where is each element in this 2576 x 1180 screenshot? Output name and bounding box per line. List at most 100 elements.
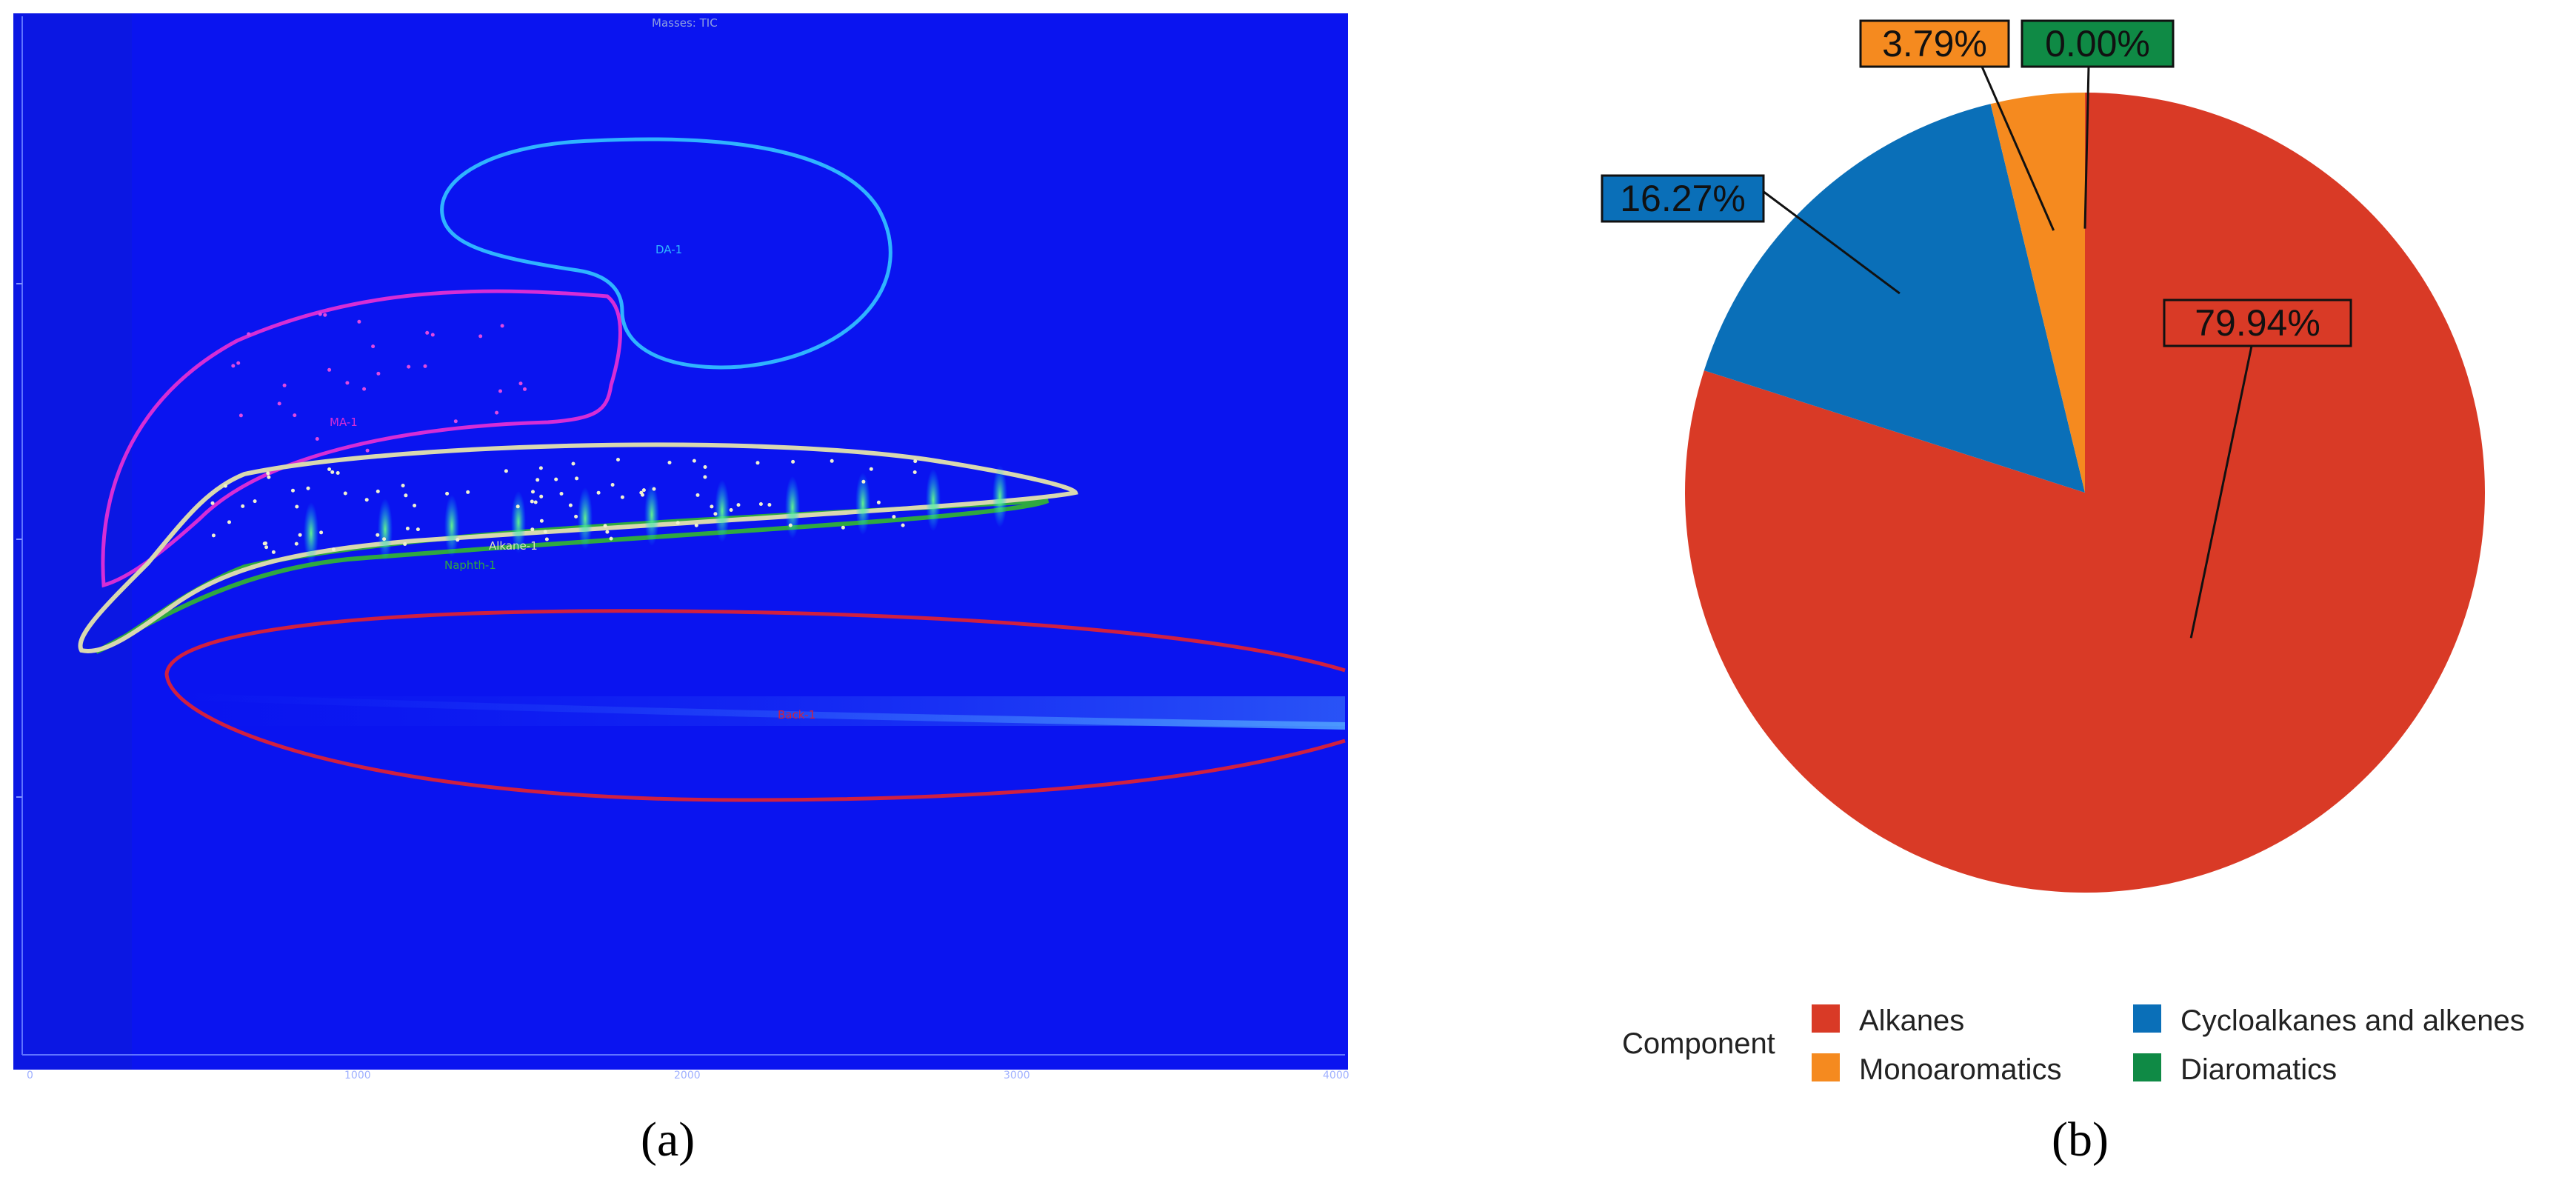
chromatogram-spot xyxy=(295,504,299,509)
leader-line-cycloalkanes-and-alkenes xyxy=(1762,190,1901,295)
chromatogram-spot xyxy=(365,448,370,453)
x-tick-label: 2000 xyxy=(674,1070,701,1081)
chromatogram-spot xyxy=(345,381,350,385)
chromatogram-spot xyxy=(430,333,435,337)
chromatogram-spot xyxy=(453,419,458,424)
chromatogram-spot xyxy=(755,461,760,465)
x-tick-label: 1000 xyxy=(344,1070,371,1081)
chromatogram-spot xyxy=(405,527,410,530)
legend-swatch-alkanes xyxy=(1812,1004,1840,1033)
chromatogram-spot xyxy=(758,502,763,506)
chromatogram-title: Masses: TIC xyxy=(652,16,718,30)
region-label-alkane: Alkane-1 xyxy=(489,539,538,553)
chromatogram-spot xyxy=(559,492,564,496)
chromatogram-edge-shade xyxy=(13,13,132,1070)
chromatogram-spot xyxy=(241,504,245,508)
pie-slice-alkanes xyxy=(1685,93,2486,893)
data-label-box-alkanes xyxy=(2163,299,2352,347)
chromatogram-peaks xyxy=(210,312,1007,564)
region-label-ma: MA-1 xyxy=(330,416,358,429)
region-naphth-outline xyxy=(95,499,1050,654)
chromatogram-spot xyxy=(267,475,271,479)
x-tick-label: 0 xyxy=(27,1070,33,1081)
chromatogram-spot xyxy=(530,527,535,532)
chromatogram-spot xyxy=(423,364,427,368)
chromatogram-spot xyxy=(703,465,707,469)
chromatogram-spot xyxy=(667,461,672,464)
chromatogram-spot xyxy=(271,550,276,554)
chromatogram-spot xyxy=(571,461,575,466)
chromatogram-spot xyxy=(227,520,231,524)
chromatogram-spot xyxy=(211,533,216,538)
chromatogram-spot xyxy=(695,493,700,497)
legend-item-monoaromatics: Monoaromatics xyxy=(1859,1053,2061,1086)
leader-line-alkanes xyxy=(2189,345,2253,639)
chromatogram-spot xyxy=(713,512,718,516)
baseline-band-glow xyxy=(193,696,1345,726)
chromatogram-spot xyxy=(253,499,257,504)
chromatogram-peak xyxy=(715,480,730,542)
chromatogram-spot xyxy=(318,312,322,316)
chromatogram-spot xyxy=(729,508,733,512)
pie-leader-lines xyxy=(1762,66,2253,639)
chromatogram-spot xyxy=(231,364,236,368)
chromatogram-spot xyxy=(343,491,347,496)
chromatogram-y-ticks xyxy=(16,283,22,798)
chromatogram-spot xyxy=(861,479,866,484)
chromatogram-spot xyxy=(266,471,270,476)
chromatogram-spot xyxy=(277,401,281,406)
legend-title: Component xyxy=(1622,1027,1775,1060)
pie-slice-monoaromatics xyxy=(1990,92,2085,493)
chromatogram-spot xyxy=(710,504,714,509)
chromatogram-spot xyxy=(445,491,450,496)
chromatogram-spot xyxy=(376,371,381,376)
chromatogram-spot xyxy=(767,503,772,507)
chromatogram-spot xyxy=(495,410,499,415)
chromatogram-peak xyxy=(992,465,1007,527)
chromatogram-spot xyxy=(327,367,332,372)
chromatogram-spot xyxy=(298,533,302,537)
chromatogram-spot xyxy=(413,504,417,507)
chromatogram-spot xyxy=(788,523,793,527)
chromatogram-spot xyxy=(331,547,336,552)
chromatogram-spot xyxy=(262,541,267,546)
chromatogram-spot xyxy=(523,387,527,391)
chromatogram-panel: Masses: TIC 0 1000 2000 3000 4000 DA-1 M… xyxy=(13,13,1349,1081)
chromatogram-spot xyxy=(407,364,411,369)
chromatogram-spot xyxy=(616,458,620,461)
chromatogram-spot xyxy=(403,542,407,546)
chromatogram-spot xyxy=(362,387,367,391)
chromatogram-spot xyxy=(466,490,470,494)
region-label-naphth: Naphth-1 xyxy=(444,559,496,572)
chromatogram-spot xyxy=(282,383,287,387)
chromatogram-spot xyxy=(620,495,624,499)
pie-data-labels: 0.00% 79.94% 16.27% 3.79% xyxy=(1601,19,2352,347)
chromatogram-spot xyxy=(293,413,297,418)
data-label-box-monoaromatics xyxy=(1859,19,2010,68)
caption-b: (b) xyxy=(2052,1113,2109,1167)
region-alkane-outline xyxy=(78,442,1078,653)
data-label-box-diaromatics xyxy=(2021,19,2175,68)
chromatogram-spot xyxy=(539,519,544,523)
chromatogram-spot xyxy=(264,545,269,550)
chromatogram-spot xyxy=(371,344,376,349)
chromatogram-spot xyxy=(641,493,644,497)
leader-line-diaromatics xyxy=(2083,66,2090,229)
data-label-box-cycloalkanes-and-alkenes xyxy=(1601,174,1765,223)
chromatogram-spot xyxy=(416,527,420,532)
chromatogram-peak xyxy=(304,502,318,564)
chromatogram-spot xyxy=(575,476,579,481)
chromatogram-spot xyxy=(247,332,251,336)
chromatogram-spot xyxy=(478,334,483,339)
chromatogram-spot xyxy=(605,530,610,534)
chromatogram-spot xyxy=(869,467,873,471)
chromatogram-spot xyxy=(531,490,535,494)
leader-line-monoaromatics xyxy=(1981,66,2055,231)
chromatogram-spot xyxy=(291,488,295,493)
chromatogram-peak xyxy=(644,484,659,546)
chromatogram-spot xyxy=(901,523,905,527)
chromatogram-spot xyxy=(544,537,549,541)
chromatogram-spot xyxy=(498,389,502,393)
legend-swatch-monoaromatics xyxy=(1812,1053,1840,1081)
